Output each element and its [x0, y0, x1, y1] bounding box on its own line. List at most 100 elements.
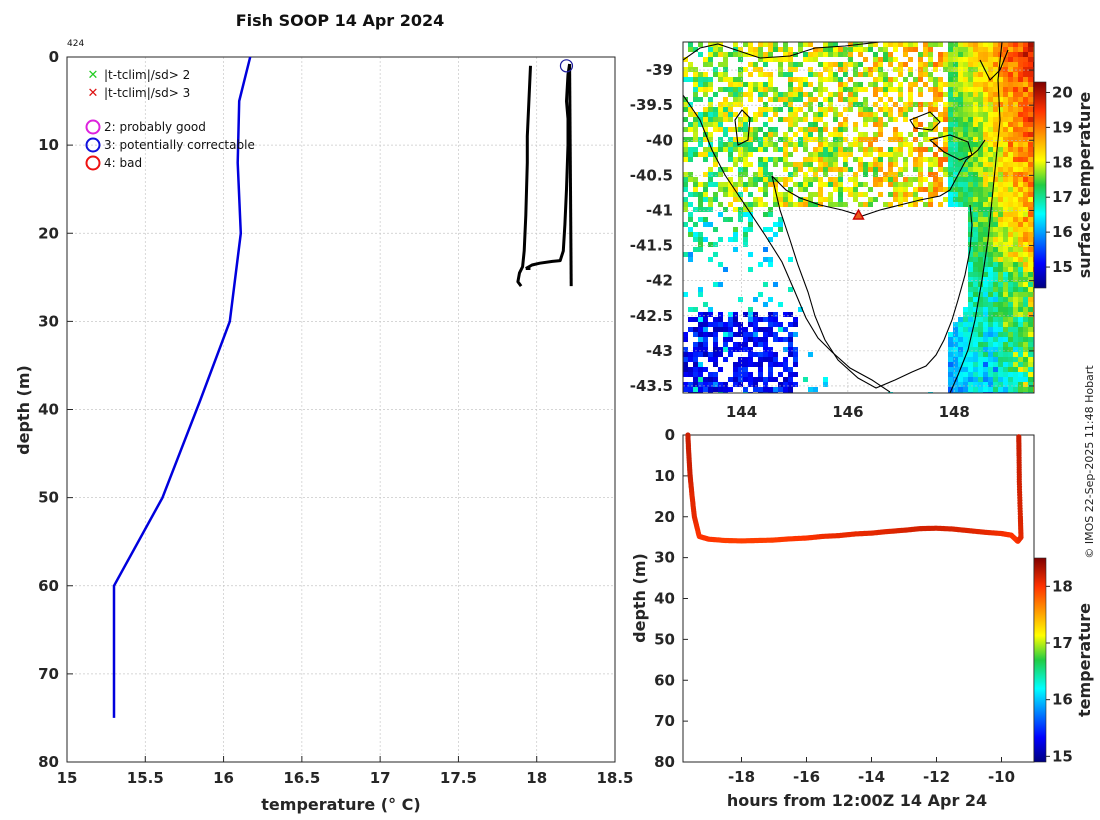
sst-cell	[1003, 247, 1008, 252]
sst-cell	[758, 97, 763, 102]
sst-cell	[988, 322, 993, 327]
sst-cell	[683, 117, 688, 122]
legend-cross-green-icon: ✕	[88, 68, 99, 83]
sst-cell	[743, 137, 748, 142]
sst-cell	[988, 127, 993, 132]
sst-cell	[788, 352, 793, 357]
sst-cell	[953, 162, 958, 167]
sst-cell	[963, 192, 968, 197]
sst-cell	[1013, 147, 1018, 152]
sst-cell	[1018, 242, 1023, 247]
sst-cell	[868, 162, 873, 167]
sst-cell	[1008, 207, 1013, 212]
sst-cell	[718, 147, 723, 152]
sst-cell	[698, 117, 703, 122]
sst-cell	[978, 137, 983, 142]
sst-cell	[1008, 157, 1013, 162]
sst-cell	[823, 107, 828, 112]
sst-cell	[1003, 357, 1008, 362]
sst-cell	[1008, 217, 1013, 222]
sst-cell	[868, 167, 873, 172]
sst-cell	[843, 187, 848, 192]
sst-cell	[793, 172, 798, 177]
sst-cell	[933, 97, 938, 102]
sst-cell	[823, 182, 828, 187]
sst-cell	[1023, 292, 1028, 297]
sst-cell	[973, 377, 978, 382]
sst-cell	[1023, 247, 1028, 252]
sst-cell	[863, 67, 868, 72]
sst-cell	[1003, 307, 1008, 312]
sst-cell	[723, 342, 728, 347]
sst-cell	[1003, 277, 1008, 282]
sst-cell	[788, 347, 793, 352]
sst-cell	[1023, 322, 1028, 327]
sst-cell	[823, 62, 828, 67]
sst-cell	[738, 217, 743, 222]
sst-cell	[773, 322, 778, 327]
sst-cell	[1023, 207, 1028, 212]
sst-cell	[1018, 342, 1023, 347]
sst-cell	[978, 332, 983, 337]
sst-cell	[823, 47, 828, 52]
sst-cell	[753, 137, 758, 142]
sst-cell	[983, 377, 988, 382]
sst-cell	[933, 157, 938, 162]
sst-cell	[1008, 147, 1013, 152]
sst-cell	[743, 337, 748, 342]
sst-cell	[1023, 257, 1028, 262]
sst-cell	[703, 332, 708, 337]
sst-cell	[728, 112, 733, 117]
profile-id-label: 424	[67, 39, 84, 49]
sst-cell	[1008, 97, 1013, 102]
sst-cell	[798, 142, 803, 147]
sst-cell	[993, 307, 998, 312]
sst-cell	[713, 352, 718, 357]
sst-cell	[758, 167, 763, 172]
sst-cell	[853, 192, 858, 197]
sst-cell	[743, 107, 748, 112]
sst-cell	[703, 192, 708, 197]
sst-cell	[978, 277, 983, 282]
sst-cell	[978, 307, 983, 312]
sst-cell	[943, 117, 948, 122]
sst-cell	[853, 137, 858, 142]
sst-cell	[708, 132, 713, 137]
sst-cell	[728, 377, 733, 382]
sst-cell	[943, 82, 948, 87]
sst-cell	[993, 322, 998, 327]
sst-cell	[963, 82, 968, 87]
sst-cell	[973, 217, 978, 222]
sst-cell	[973, 187, 978, 192]
sst-cell	[743, 342, 748, 347]
sst-cell	[853, 82, 858, 87]
sst-cell	[758, 372, 763, 377]
sst-cell	[718, 112, 723, 117]
sst-cell	[858, 182, 863, 187]
sst-cell	[1008, 177, 1013, 182]
sst-cell	[1028, 252, 1033, 257]
sst-cell	[758, 142, 763, 147]
sst-cell	[833, 62, 838, 67]
sst-cell	[738, 127, 743, 132]
sst-cell	[853, 67, 858, 72]
sst-cell	[823, 377, 828, 382]
sst-cell	[753, 322, 758, 327]
sst-cell	[908, 192, 913, 197]
sst-cell	[838, 182, 843, 187]
sst-cell	[993, 172, 998, 177]
sst-cell	[1008, 192, 1013, 197]
sst-cell	[828, 77, 833, 82]
sst-cell	[968, 277, 973, 282]
sst-cell	[763, 257, 768, 262]
sst-cell	[993, 102, 998, 107]
sst-cell	[828, 197, 833, 202]
sst-cell	[733, 377, 738, 382]
sst-cell	[993, 357, 998, 362]
sst-cell	[728, 102, 733, 107]
sst-cell	[778, 217, 783, 222]
sst-cell	[973, 307, 978, 312]
sst-cell	[753, 182, 758, 187]
sst-cell	[713, 72, 718, 77]
sst-cell	[958, 52, 963, 57]
